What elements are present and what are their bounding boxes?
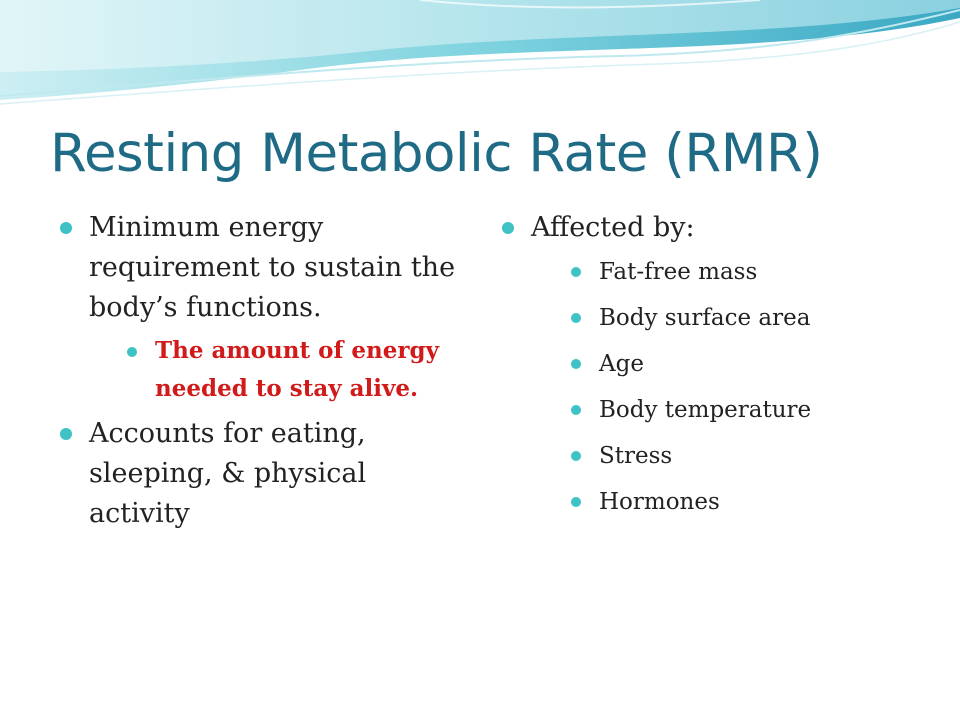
- bullet-text: Accounts for eating, sleeping, & physica…: [89, 418, 367, 529]
- bullet-text: Affected by:: [531, 212, 695, 243]
- factor-item: Age: [569, 344, 900, 384]
- bullet-affected-by: Affected by: Fat-free mass Body surface …: [500, 208, 900, 522]
- right-column: Affected by: Fat-free mass Body surface …: [500, 208, 900, 528]
- left-bullet-list: Minimum energy requirement to sustain th…: [58, 208, 458, 534]
- right-bullet-list: Affected by: Fat-free mass Body surface …: [500, 208, 900, 522]
- bullet-accounts-for: Accounts for eating, sleeping, & physica…: [58, 414, 458, 534]
- decorative-wave-banner: [0, 0, 960, 105]
- factor-item: Stress: [569, 436, 900, 476]
- sub-bullet-energy-alive: The amount of energy needed to stay aliv…: [125, 332, 458, 408]
- factor-item: Body surface area: [569, 298, 900, 338]
- factor-item: Hormones: [569, 482, 900, 522]
- factor-item: Body temperature: [569, 390, 900, 430]
- bullet-minimum-energy: Minimum energy requirement to sustain th…: [58, 208, 458, 408]
- left-column: Minimum energy requirement to sustain th…: [58, 208, 458, 540]
- slide-title: Resting Metabolic Rate (RMR): [50, 123, 823, 184]
- factor-item: Fat-free mass: [569, 252, 900, 292]
- sub-bullet-list: The amount of energy needed to stay aliv…: [89, 332, 458, 408]
- emphasis-text: The amount of energy needed to stay aliv…: [155, 337, 439, 402]
- bullet-text: Minimum energy requirement to sustain th…: [89, 212, 456, 323]
- factor-list: Fat-free mass Body surface area Age Body…: [531, 252, 900, 522]
